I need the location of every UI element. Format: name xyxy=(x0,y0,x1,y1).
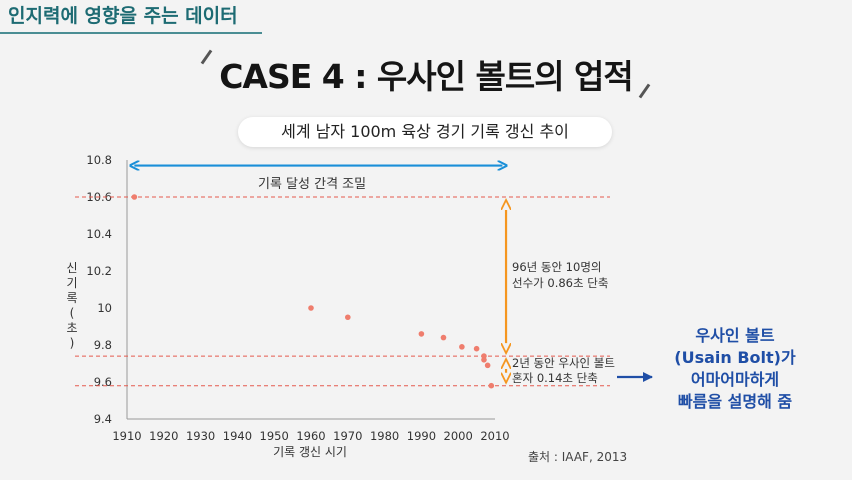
y-axis-title-char: 초 xyxy=(66,321,77,335)
section-header: 인지력에 영향을 주는 데이터 xyxy=(8,5,238,27)
data-point xyxy=(308,305,314,311)
x-tick-label: 1950 xyxy=(260,429,289,443)
span-label: 기록 달성 간격 조밀 xyxy=(258,177,366,192)
y-tick-label: 10 xyxy=(97,301,112,315)
y-tick-label: 10.2 xyxy=(86,264,112,278)
callout-line: 빠름을 설명해 줌 xyxy=(677,392,793,411)
x-tick-label: 1960 xyxy=(296,429,325,443)
x-tick-label: 1970 xyxy=(333,429,362,443)
page-title: CASE 4 : 우사인 볼트의 업적 xyxy=(219,57,634,96)
y-axis-title-char: 기 xyxy=(66,276,77,290)
y-axis-title-char: ) xyxy=(70,336,75,350)
x-tick-label: 1990 xyxy=(407,429,436,443)
y-axis-title-char: 록 xyxy=(66,291,77,305)
y-tick-label: 9.8 xyxy=(94,338,112,352)
data-point xyxy=(345,314,351,321)
y-tick-label: 9.4 xyxy=(94,412,112,426)
data-point xyxy=(131,194,138,200)
callout-line: (Usain Bolt)가 xyxy=(674,348,796,367)
x-tick-label: 1910 xyxy=(112,429,141,443)
y-axis-title-char: ( xyxy=(70,306,75,320)
data-point xyxy=(440,334,447,341)
data-point xyxy=(481,357,487,363)
second-gap-label-line1: 2년 동안 우사인 볼트 xyxy=(512,356,615,370)
y-axis-title: 신기록(초) xyxy=(66,261,77,350)
x-tick-label: 2010 xyxy=(480,429,509,443)
data-point xyxy=(484,362,491,369)
x-tick-label: 1930 xyxy=(186,429,215,443)
source-note: 출처 : IAAF, 2013 xyxy=(528,450,628,464)
second-gap-label-line2: 혼자 0.14초 단축 xyxy=(512,371,598,385)
y-tick-label: 10.4 xyxy=(86,227,112,241)
callout-line: 어마어마하게 xyxy=(690,370,780,389)
data-point xyxy=(459,344,465,350)
y-axis-title-char: 신 xyxy=(66,261,77,275)
data-point xyxy=(473,345,480,352)
y-tick-label: 10.8 xyxy=(86,153,112,167)
x-tick-label: 1980 xyxy=(370,429,399,443)
first-gap-label-line1: 96년 동안 10명의 xyxy=(512,260,601,274)
callout-text: 우사인 볼트 (Usain Bolt)가 어마어마하게 빠름을 설명해 줌 xyxy=(650,325,820,413)
y-tick-label: 9.6 xyxy=(94,375,112,389)
x-axis-title: 기록 갱신 시기 xyxy=(273,445,347,459)
data-point xyxy=(418,331,425,337)
callout-line: 우사인 볼트 xyxy=(695,326,775,345)
x-tick-label: 2000 xyxy=(444,429,473,443)
data-point xyxy=(488,382,495,389)
first-gap-label-line2: 선수가 0.86초 단축 xyxy=(512,276,608,290)
x-tick-label: 1920 xyxy=(149,429,178,443)
section-header-rule xyxy=(0,32,262,34)
chart-subtitle: 세계 남자 100m 육상 경기 기록 갱신 추이 xyxy=(238,117,612,147)
x-tick-label: 1940 xyxy=(223,429,252,443)
